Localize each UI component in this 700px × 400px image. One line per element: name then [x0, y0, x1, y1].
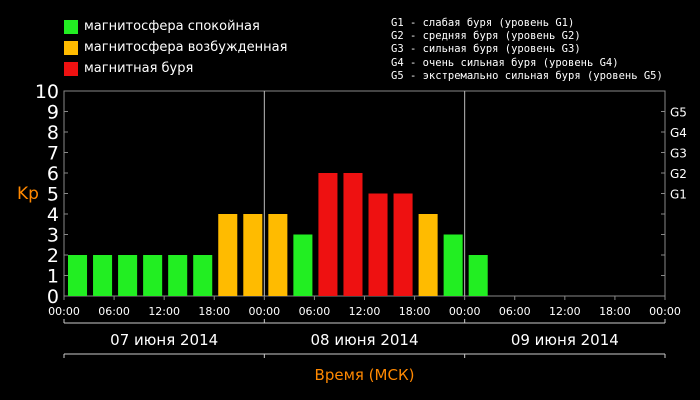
y-tick-label: 4 [47, 204, 59, 226]
x-tick-label: 00:00 [248, 305, 280, 318]
x-tick-label: 12:00 [549, 305, 581, 318]
legend-label-active: магнитосфера возбужденная [84, 40, 288, 55]
kp-bar [93, 255, 113, 296]
y-axis-label: Kp [17, 184, 39, 204]
kp-bar [268, 214, 288, 296]
y-tick-label: 8 [47, 122, 59, 144]
kp-bar [343, 173, 363, 296]
kp-bar [118, 255, 138, 296]
kp-bar [443, 234, 463, 296]
y-tick-label: 2 [47, 245, 59, 267]
y-tick-label: 3 [47, 225, 59, 247]
x-tick-label: 00:00 [48, 305, 80, 318]
legend-item-active: магнитосфера возбужденная [64, 37, 287, 58]
x-axis-label: Время (МСК) [315, 366, 415, 384]
kp-bar [168, 255, 188, 296]
x-tick-label: 18:00 [198, 305, 230, 318]
legend-swatch-quiet [64, 19, 78, 34]
kp-bar [193, 255, 213, 296]
kp-bar [393, 193, 413, 296]
y-tick-label: 0 [47, 286, 59, 308]
legend-label-quiet: магнитосфера спокойная [84, 19, 260, 34]
y-tick-label: 7 [47, 143, 59, 165]
x-tick-label: 06:00 [98, 305, 130, 318]
day-label: 09 июня 2014 [511, 331, 619, 349]
g-tick-label: G2 [670, 167, 687, 181]
legend-swatch-active [64, 40, 78, 55]
x-tick-label: 12:00 [349, 305, 381, 318]
x-tick-label: 18:00 [399, 305, 431, 318]
kp-bar [418, 214, 438, 296]
y-tick-label: 5 [47, 184, 59, 206]
y-tick-label: 10 [35, 81, 59, 103]
x-tick-label: 12:00 [148, 305, 180, 318]
kp-bar [218, 214, 238, 296]
day-label: 07 июня 2014 [110, 331, 218, 349]
legend-item-storm: магнитная буря [64, 58, 287, 79]
g-level-g3: G3 - сильная буря (уровень G3) [391, 43, 581, 56]
y-tick-label: 9 [47, 102, 59, 124]
x-tick-label: 06:00 [299, 305, 331, 318]
legend: магнитосфера спокойная магнитосфера возб… [64, 16, 287, 79]
kp-bar [468, 255, 488, 296]
x-tick-label: 00:00 [449, 305, 481, 318]
day-label: 08 июня 2014 [310, 331, 418, 349]
g-level-g1: G1 - слабая буря (уровень G1) [391, 17, 575, 29]
g-level-g5: G5 - экстремально сильная буря (уровень … [391, 69, 663, 82]
kp-bar [293, 234, 313, 296]
x-tick-label: 06:00 [499, 305, 531, 318]
g-tick-label: G4 [670, 126, 687, 140]
g-level-g4: G4 - очень сильная буря (уровень G4) [391, 56, 619, 69]
kp-bar [243, 214, 263, 296]
kp-bar [318, 173, 338, 296]
kp-bar [143, 255, 163, 296]
x-tick-label: 18:00 [599, 305, 631, 318]
g-tick-label: G3 [670, 147, 687, 161]
g-tick-label: G5 [670, 106, 687, 120]
legend-label-storm: магнитная буря [84, 61, 194, 76]
x-tick-label: 00:00 [649, 305, 681, 318]
y-tick-label: 6 [47, 163, 59, 185]
kp-bar [368, 193, 388, 296]
g-level-g2: G2 - средняя буря (уровень G2) [391, 30, 581, 43]
y-tick-label: 1 [47, 266, 59, 288]
kp-bar [68, 255, 88, 296]
legend-item-quiet: магнитосфера спокойная [64, 16, 287, 37]
legend-swatch-storm [64, 61, 78, 76]
g-tick-label: G1 [670, 188, 687, 202]
g-level-descriptions: G1 - слабая буря (уровень G1) G2 - средн… [391, 17, 663, 83]
